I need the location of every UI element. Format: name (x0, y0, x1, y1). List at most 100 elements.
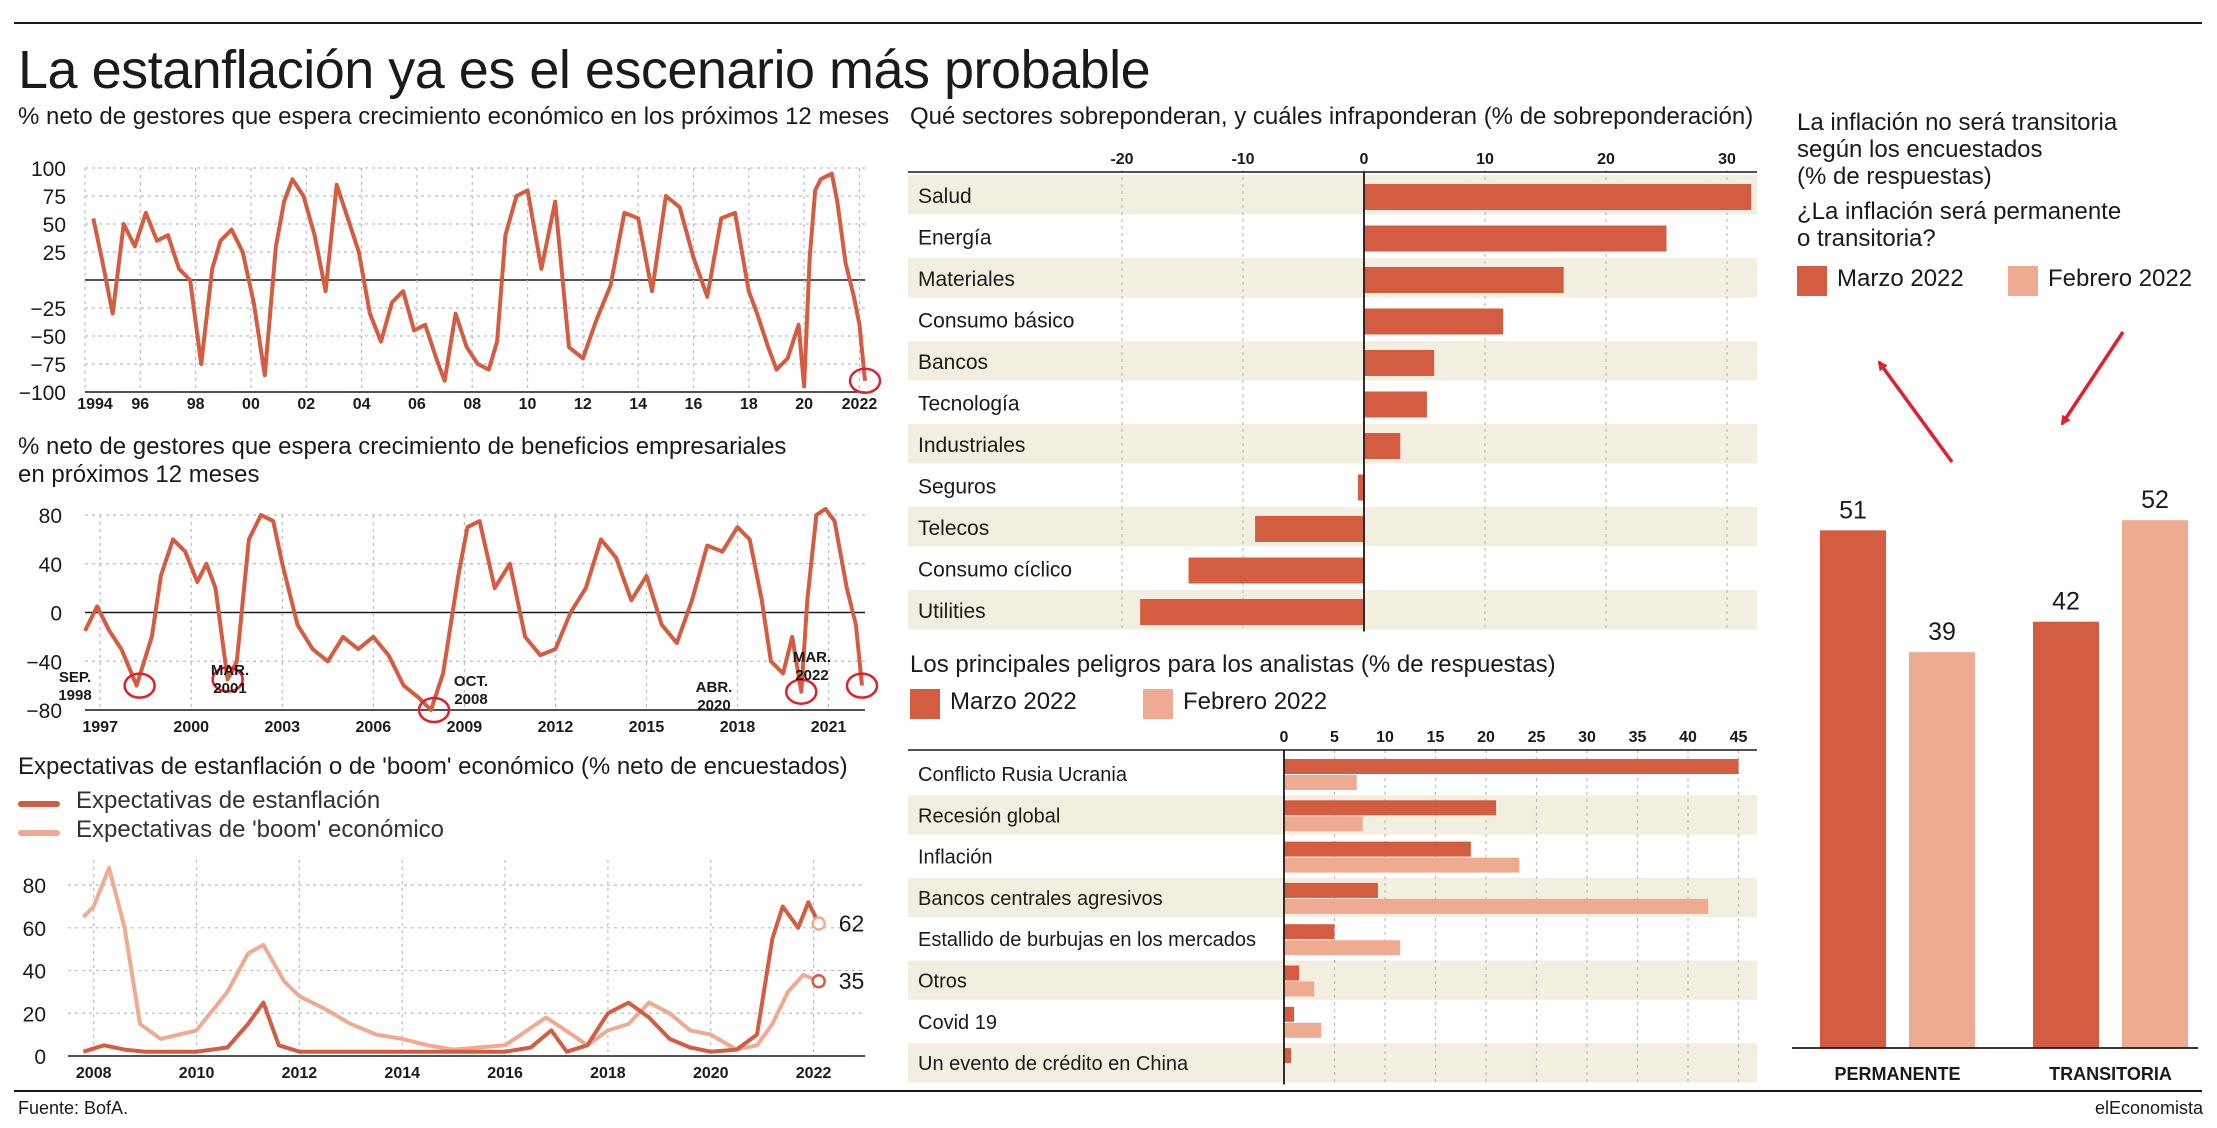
category-label: PERMANENTE (1834, 1064, 1960, 1084)
growth-chart: 100 75 50 25 −25 −50 −75 −100 1994 96 98 00 02 04 06 08… (19, 158, 882, 413)
x-tick-label: 2022 (796, 1065, 832, 1082)
x-tick-label: 2000 (173, 719, 209, 736)
legend-stagflation-swatch (18, 801, 60, 807)
sector-bar (1364, 225, 1667, 252)
risk-bar-february (1284, 981, 1315, 997)
y-tick-label: 0 (50, 603, 62, 626)
inflation-question-line2: o transitoria? (1797, 225, 1936, 252)
y-tick-label: −80 (26, 700, 62, 723)
category-label: Tecnología (918, 393, 1020, 416)
x-tick-label: 15 (1427, 729, 1445, 746)
x-tick-label: 96 (131, 396, 149, 413)
top-rule (14, 22, 2202, 24)
annotation-year: 2001 (213, 680, 246, 697)
x-tick-label: 2022 (842, 396, 878, 413)
category-label: Salud (918, 185, 972, 208)
x-tick-label: 2014 (384, 1065, 420, 1082)
inflation-bar-march (1820, 530, 1886, 1048)
stagflation-series-line (82, 900, 821, 1054)
sector-bar (1357, 474, 1364, 501)
y-tick-label: −75 (30, 354, 66, 377)
x-tick-label: 30 (1578, 729, 1596, 746)
x-tick-label: 2010 (179, 1065, 215, 1082)
y-tick-label: 20 (23, 1003, 46, 1026)
row-stripe (908, 960, 1757, 1000)
x-tick-label: 2018 (590, 1065, 626, 1082)
x-tick-label: 30 (1718, 151, 1736, 168)
x-tick-label: 35 (1629, 729, 1647, 746)
risk-bar-march (1284, 759, 1739, 774)
boom-end-point (811, 973, 826, 989)
row-stripe (908, 1043, 1757, 1083)
stagflation-chart: 80 60 40 20 0 2008 2010 2012 2014 2016 2018 2020 202… (23, 860, 865, 1082)
x-tick-label: 2021 (811, 719, 847, 736)
legend-stagflation-label: Expectativas de estanflación (76, 787, 381, 814)
risk-bar-march (1284, 924, 1335, 940)
sector-bar (1364, 391, 1427, 418)
annotation-month: MAR. (793, 649, 831, 666)
category-label: Consumo cíclico (918, 559, 1072, 582)
inflation-title-line1: La inflación no será transitoria (1797, 109, 2118, 136)
x-tick-label: 2006 (356, 719, 392, 736)
y-tick-label: 40 (39, 554, 62, 577)
boom-series-line (81, 866, 820, 1052)
risk-bar-february (1284, 775, 1357, 790)
risk-bar-february (1284, 898, 1709, 914)
x-tick-label: 1994 (77, 396, 113, 413)
x-tick-label: 10 (1376, 729, 1394, 746)
x-tick-label: -20 (1110, 151, 1133, 168)
y-tick-label: 0 (34, 1046, 46, 1069)
profits-chart: 80 40 0 −40 −80 1997 2000 2003 2006 2009 2012 2015 2… (26, 505, 879, 736)
sector-bar (1188, 557, 1364, 584)
category-label: Recesión global (918, 805, 1060, 827)
x-tick-label: 2018 (720, 719, 756, 736)
profits-series-line (83, 506, 864, 712)
category-label: Consumo básico (918, 310, 1074, 333)
annotation-year: 2008 (454, 691, 487, 708)
x-tick-label: 2008 (76, 1065, 112, 1082)
x-tick-label: 18 (740, 396, 758, 413)
x-tick-label: 2015 (629, 719, 665, 736)
y-tick-label: 80 (39, 505, 62, 528)
category-label: Inflación (918, 847, 993, 869)
arrow-transitoria (2060, 331, 2125, 426)
risks-chart-title: Los principales peligros para los analis… (910, 651, 1556, 678)
risk-bar-february (1284, 1022, 1322, 1038)
highlight-circle (417, 696, 451, 724)
x-tick-label: 1997 (82, 719, 118, 736)
risk-bar-february (1284, 940, 1401, 956)
inflation-legend-march-swatch (1797, 266, 1827, 296)
x-tick-label: 98 (187, 396, 205, 413)
category-label: Covid 19 (918, 1012, 997, 1034)
annotation-year: 2022 (795, 667, 828, 684)
category-label: Bancos centrales agresivos (918, 888, 1163, 910)
x-tick-label: 00 (242, 396, 260, 413)
inflation-legend-feb-label: Febrero 2022 (2048, 265, 2193, 292)
x-tick-label: 25 (1528, 729, 1546, 746)
sector-bar (1364, 184, 1752, 210)
x-tick-label: 5 (1330, 729, 1339, 746)
x-tick-label: 2016 (487, 1065, 523, 1082)
x-tick-label: 2012 (538, 719, 574, 736)
x-tick-label: 45 (1730, 729, 1748, 746)
x-tick-label: 2012 (282, 1065, 318, 1082)
annotation-year: 2020 (697, 697, 730, 714)
inflation-bar-february (2122, 520, 2188, 1048)
inflation-legend-feb-swatch (2008, 266, 2038, 296)
category-label: Materiales (918, 268, 1015, 291)
profits-chart-title-line1: % neto de gestores que espera crecimient… (18, 433, 787, 460)
legend-feb-swatch (1143, 689, 1173, 719)
y-tick-label: 25 (43, 242, 66, 265)
category-label: Otros (918, 971, 967, 993)
annotation-month: MAR. (211, 662, 249, 679)
legend-boom-label: Expectativas de 'boom' económico (76, 816, 445, 843)
x-tick-label: 40 (1679, 729, 1697, 746)
x-tick-label: 16 (685, 396, 703, 413)
risk-bar-march (1284, 1048, 1292, 1064)
value-label-february: 52 (2141, 486, 2169, 514)
sector-bar (1255, 516, 1364, 542)
legend-feb-label: Febrero 2022 (1183, 688, 1328, 715)
x-tick-label: 14 (629, 396, 647, 413)
x-tick-label: 02 (297, 396, 315, 413)
growth-series-line (91, 171, 867, 389)
